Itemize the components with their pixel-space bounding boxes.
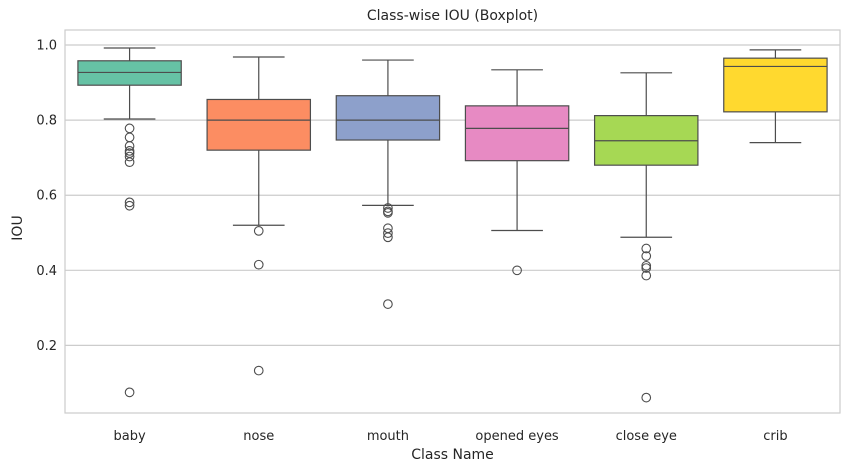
x-axis-title: Class Name: [411, 447, 494, 463]
box-layer: [77, 47, 828, 403]
box-nose: [206, 56, 312, 376]
outlier-point: [253, 365, 264, 376]
outlier-point: [253, 259, 264, 270]
outlier-point: [641, 263, 652, 273]
outlier-point: [124, 197, 135, 208]
chart-title: Class-wise IOU (Boxplot): [367, 8, 538, 24]
outlier-point: [512, 265, 522, 276]
outlier-point: [383, 232, 393, 243]
x-tick-label: baby: [113, 429, 145, 444]
box-opened-eyes: [464, 69, 570, 276]
outlier-point: [383, 299, 393, 309]
y-axis-title: IOU: [10, 215, 26, 240]
box-close-eye: [593, 72, 699, 403]
outlier-point: [124, 387, 135, 398]
x-tick-labels: baby nose mouth opened eyes close eye crib: [113, 429, 787, 444]
outlier-point: [383, 203, 393, 213]
outlier-point: [641, 392, 652, 403]
outlier-point: [641, 260, 652, 271]
outlier-point: [383, 228, 393, 238]
plot-area-frame: [64, 29, 841, 414]
y-tick-label: 0.6: [36, 189, 57, 204]
x-tick-label: nose: [243, 429, 274, 444]
y-tick-label: 0.8: [36, 114, 57, 129]
y-tick-label: 0.2: [36, 339, 57, 354]
outlier-point: [641, 270, 652, 281]
iqr-box: [723, 57, 828, 113]
iqr-box: [464, 105, 570, 162]
box-crib: [723, 49, 828, 144]
outlier-point: [641, 243, 652, 254]
outlier-point: [124, 141, 135, 151]
x-tick-label: crib: [763, 429, 787, 444]
grid-lines: [65, 44, 840, 347]
iqr-box: [206, 98, 312, 151]
x-tick-label: mouth: [367, 429, 409, 444]
y-tick-labels: 0.2 0.4 0.6 0.8 1.0: [36, 39, 57, 354]
box-mouth: [335, 59, 441, 309]
outlier-point: [124, 157, 135, 168]
box-baby: [77, 47, 182, 398]
outlier-point: [253, 226, 264, 236]
x-tick-label: opened eyes: [475, 429, 559, 444]
outlier-point: [383, 208, 393, 218]
outlier-point: [641, 251, 652, 261]
iqr-box: [335, 95, 441, 141]
y-tick-label: 1.0: [36, 39, 57, 54]
x-tick-label: close eye: [616, 429, 677, 444]
outlier-point: [124, 151, 135, 162]
outlier-point: [124, 200, 135, 211]
y-tick-label: 0.4: [36, 264, 57, 279]
outlier-point: [124, 146, 135, 156]
